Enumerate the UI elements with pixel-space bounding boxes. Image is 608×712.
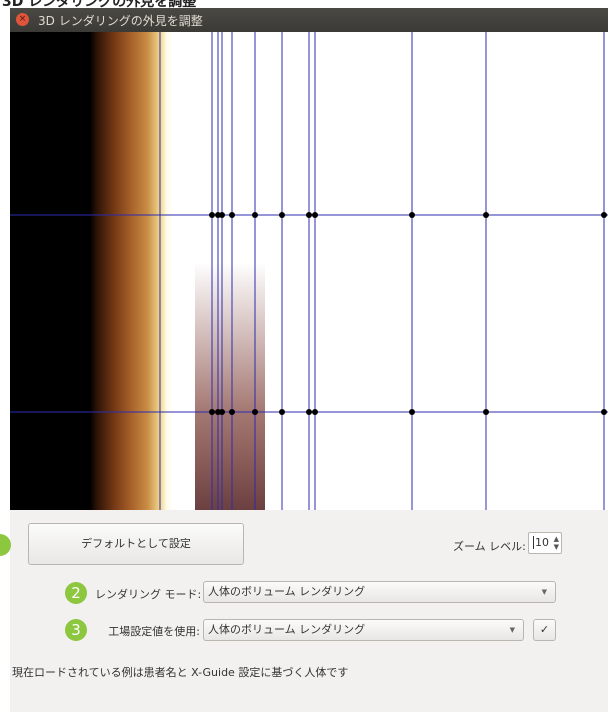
control-point <box>312 212 318 218</box>
control-point <box>601 409 607 415</box>
control-point <box>279 212 285 218</box>
close-button[interactable]: × <box>16 13 29 26</box>
zoom-label: ズーム レベル: <box>453 540 526 553</box>
control-point <box>279 409 285 415</box>
zoom-value: 10 <box>533 536 549 549</box>
control-point <box>306 212 312 218</box>
window-title: 3D レンダリングの外見を調整 <box>38 14 203 28</box>
control-point <box>209 212 215 218</box>
step-badge: 2 <box>65 582 87 604</box>
control-point <box>219 409 225 415</box>
control-point <box>209 409 215 415</box>
row-label: 工場設定値を使用: <box>108 625 200 638</box>
control-point <box>409 212 415 218</box>
settings-panel: デフォルトとして設定 ズーム レベル: 10 ▲ ▼ 2 レンダリング モード: … <box>0 510 608 712</box>
control-point <box>312 409 318 415</box>
zoom-spinbox[interactable]: 10 ▲ ▼ <box>528 532 562 554</box>
control-point <box>219 212 225 218</box>
step-badge <box>0 534 11 556</box>
default-button[interactable]: デフォルトとして設定 <box>28 523 244 565</box>
spin-arrows[interactable]: ▲ ▼ <box>553 535 559 551</box>
control-point <box>252 212 258 218</box>
row-label: レンダリング モード: <box>95 588 202 601</box>
control-point <box>252 409 258 415</box>
step-badge: 3 <box>65 619 87 641</box>
volume-shade <box>195 262 265 510</box>
volume <box>10 32 330 510</box>
dropdown-value: 人体のボリューム レンダリング <box>208 585 366 598</box>
mode-dropdown[interactable]: 人体のボリューム レンダリング ▼ <box>203 581 556 603</box>
control-point <box>601 212 607 218</box>
control-point <box>483 212 489 218</box>
control-point <box>229 212 235 218</box>
dropdown-value: 人体のボリューム レンダリング <box>208 623 366 636</box>
title-bar: × 3D レンダリングの外見を調整 <box>10 8 608 32</box>
render-view <box>10 32 608 510</box>
control-point <box>306 409 312 415</box>
status-text: 現在ロードされている例は患者名と X-Guide 設定に基づく人体です <box>12 666 349 679</box>
transfer-grid <box>10 32 608 510</box>
apply-button[interactable]: ✓ <box>533 619 556 641</box>
factory-dropdown[interactable]: 人体のボリューム レンダリング ▼ <box>203 619 524 641</box>
cropped-heading: 3D レンダリングの外見を調整 <box>2 0 197 10</box>
control-point <box>229 409 235 415</box>
control-point <box>409 409 415 415</box>
control-point <box>483 409 489 415</box>
